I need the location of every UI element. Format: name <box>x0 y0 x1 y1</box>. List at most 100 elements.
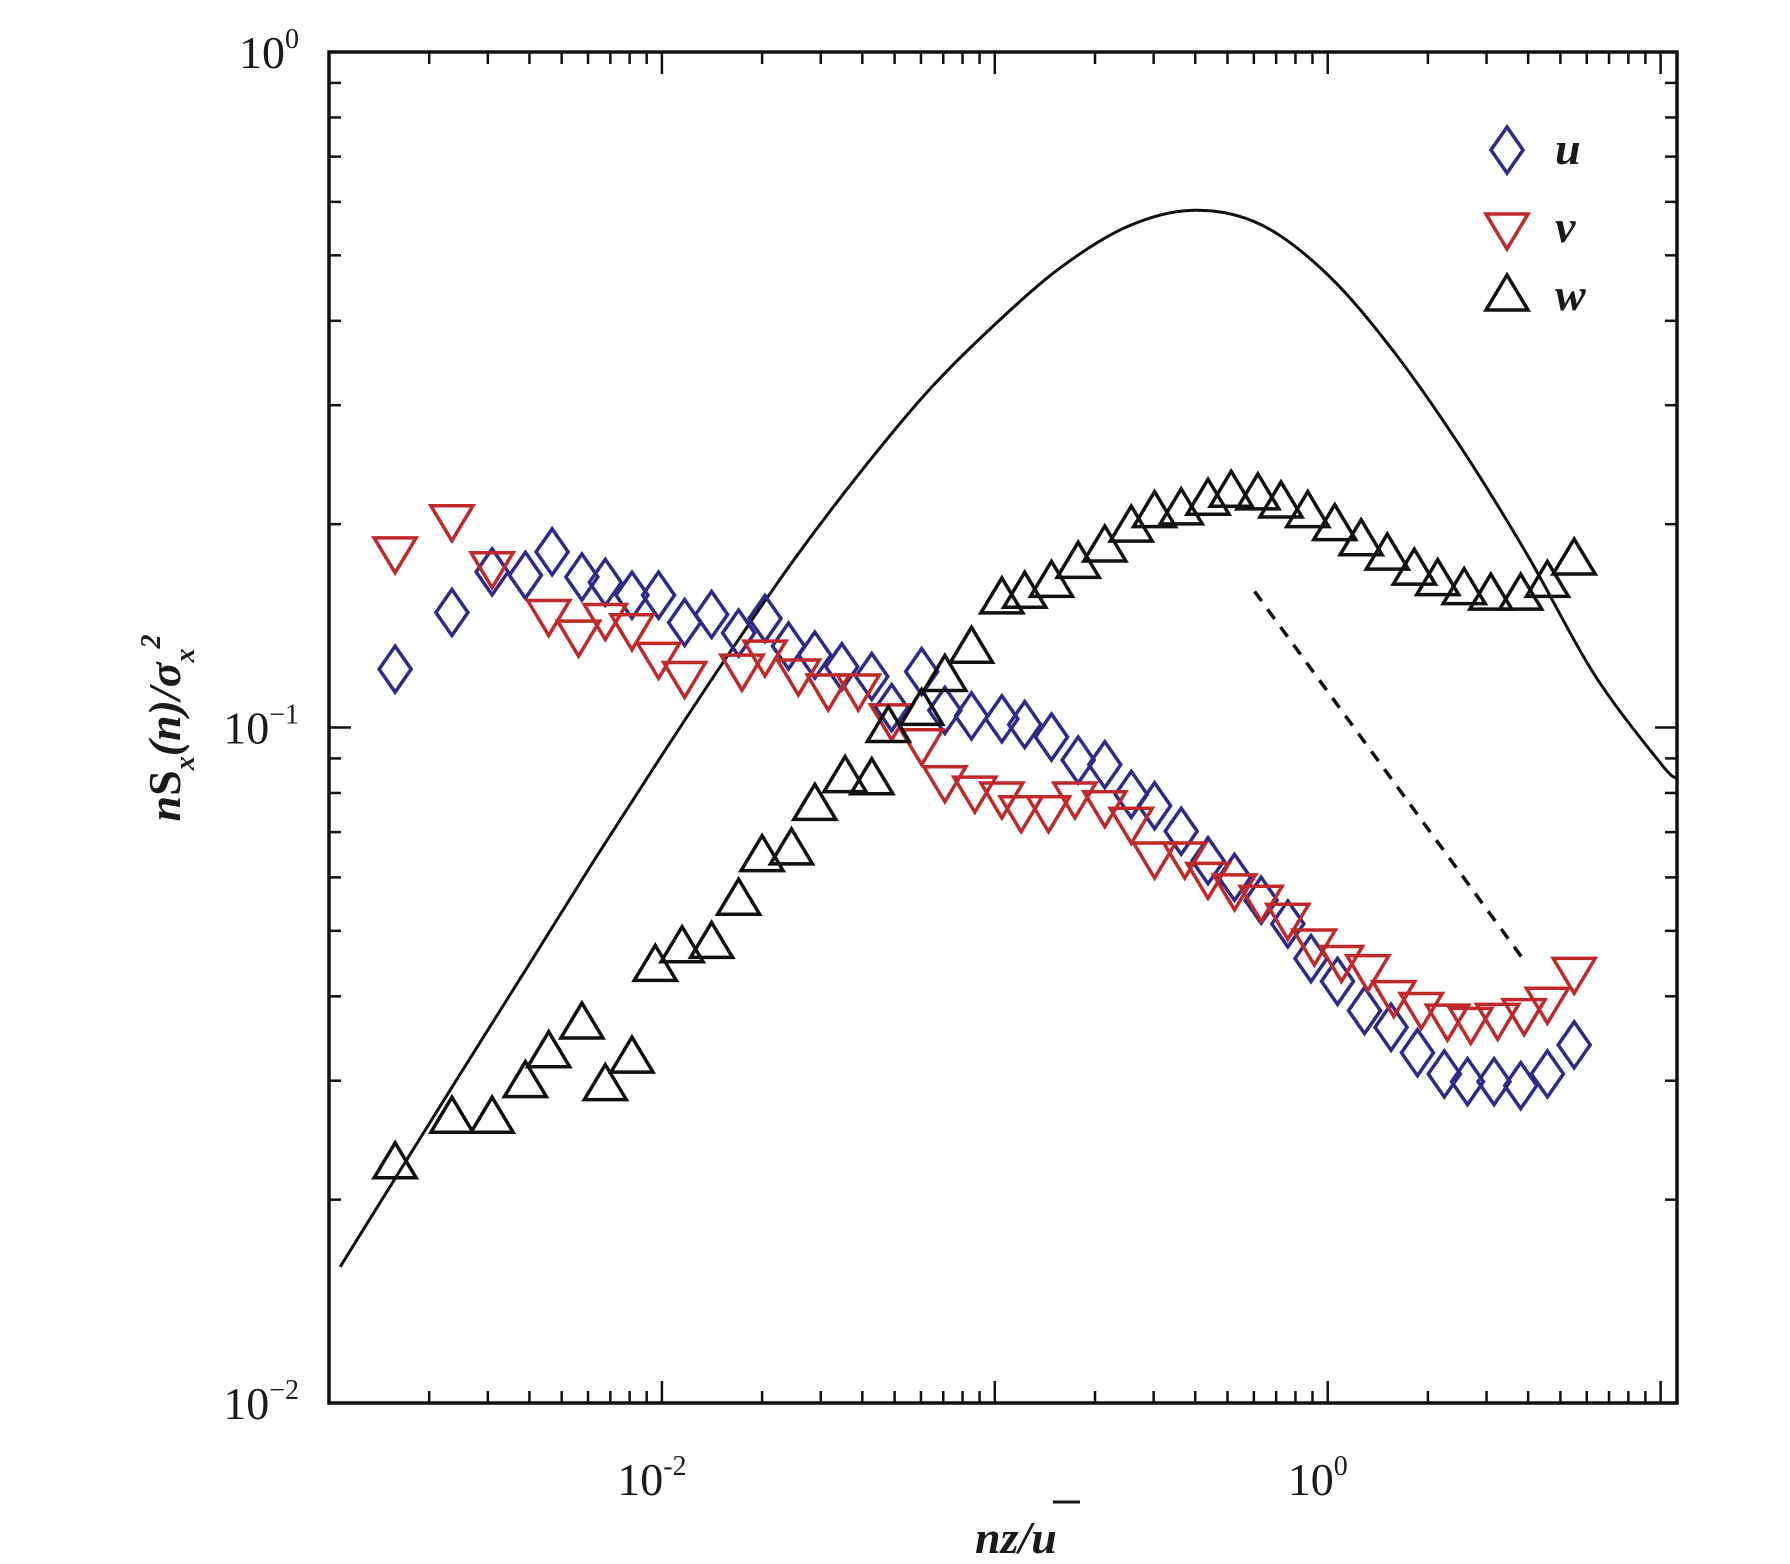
point-u <box>533 525 571 578</box>
x-tick-label: 100 <box>1288 1451 1348 1505</box>
point-v <box>1523 986 1572 1027</box>
reference-curves <box>338 208 1677 1268</box>
point-v <box>1024 794 1073 836</box>
point-w <box>1130 488 1179 529</box>
slope-line-line <box>1253 590 1526 962</box>
point-v <box>997 794 1046 836</box>
axis-ticks <box>327 50 1677 1405</box>
point-w <box>1466 570 1515 611</box>
point-v <box>950 775 999 816</box>
y-title-paren: (n)/σ <box>139 661 190 756</box>
point-v <box>1473 1002 1522 1043</box>
legend-item-w: w <box>1482 269 1586 320</box>
x-axis-title-main: nz/ <box>975 1512 1035 1563</box>
point-u <box>473 545 511 598</box>
y-title-sub1: x <box>170 756 201 771</box>
point-v <box>834 673 883 714</box>
x-axis-title-ubar: u <box>1031 1512 1057 1563</box>
point-v <box>1446 1006 1495 1047</box>
x-tick-label: 10-2 <box>617 1451 686 1505</box>
point-v <box>660 660 709 701</box>
point-u <box>1399 1026 1436 1079</box>
point-u <box>377 643 414 696</box>
point-u <box>563 550 601 604</box>
point-u <box>507 549 544 602</box>
point-w <box>371 1139 420 1180</box>
point-w <box>1440 565 1489 606</box>
point-v <box>371 536 420 577</box>
y-axis-title: nSx(n)/σx2 <box>136 635 201 822</box>
point-w <box>1390 545 1439 586</box>
point-w <box>767 825 816 866</box>
point-v <box>1500 997 1549 1039</box>
point-w <box>658 923 707 964</box>
legend-label-u: u <box>1555 123 1581 174</box>
y-title-sup: 2 <box>136 635 167 650</box>
point-u <box>1113 768 1150 821</box>
point-u <box>770 619 807 673</box>
y-title-n: n <box>139 796 190 822</box>
point-u <box>1006 698 1043 751</box>
point-v <box>1550 956 1599 997</box>
point-w <box>607 1033 657 1074</box>
point-v <box>897 728 946 769</box>
point-w <box>920 652 969 693</box>
point-w <box>847 755 896 796</box>
point-w <box>1550 535 1599 576</box>
legend-diamond-icon <box>1488 123 1526 177</box>
point-w <box>790 780 839 822</box>
point-u <box>853 650 890 703</box>
point-w <box>427 1093 477 1134</box>
point-u <box>1449 1055 1486 1108</box>
point-v <box>468 550 517 592</box>
point-u <box>1189 834 1227 887</box>
data-markers <box>371 467 1599 1180</box>
point-u <box>873 681 910 734</box>
point-w <box>1363 530 1412 571</box>
svg-text:nz/u: nz/u <box>975 1512 1057 1563</box>
point-u <box>1269 897 1306 950</box>
point-w <box>1337 516 1386 557</box>
point-u <box>796 629 833 682</box>
y-title-sub2: x <box>170 649 201 664</box>
point-w <box>820 753 870 794</box>
y-tick-label: 100 <box>239 24 299 78</box>
point-w <box>1183 475 1233 516</box>
tick-labels: 10-2 100 100 10−1 10−2 <box>223 24 1348 1505</box>
point-u <box>613 569 651 622</box>
point-u <box>1136 779 1173 832</box>
point-v <box>524 598 573 639</box>
point-u <box>1346 984 1383 1037</box>
point-w <box>947 623 996 665</box>
point-w <box>714 875 763 916</box>
point-u <box>433 586 471 639</box>
point-u <box>1529 1047 1566 1101</box>
point-v <box>427 504 477 545</box>
point-u <box>1556 1018 1593 1071</box>
point-w <box>1310 501 1359 542</box>
point-w <box>1207 467 1256 508</box>
point-v <box>1050 781 1099 822</box>
y-title-S: S <box>139 770 190 796</box>
point-w <box>501 1058 550 1099</box>
point-w <box>581 1061 630 1102</box>
point-w <box>468 1093 517 1134</box>
point-v <box>554 619 603 660</box>
point-w <box>1233 470 1282 511</box>
point-w <box>1283 488 1332 529</box>
point-u <box>953 689 990 743</box>
legend-triangle-down-icon <box>1482 212 1532 253</box>
point-w <box>1413 556 1462 597</box>
point-w <box>1080 522 1129 563</box>
point-w <box>524 1028 573 1069</box>
point-v <box>607 613 657 654</box>
point-v <box>977 781 1026 822</box>
model-spectrum-line <box>338 208 1677 1268</box>
point-u <box>903 645 940 698</box>
point-w <box>738 832 787 873</box>
point-u <box>693 588 730 641</box>
legend-item-u: u <box>1488 123 1581 177</box>
point-u <box>1426 1047 1463 1101</box>
